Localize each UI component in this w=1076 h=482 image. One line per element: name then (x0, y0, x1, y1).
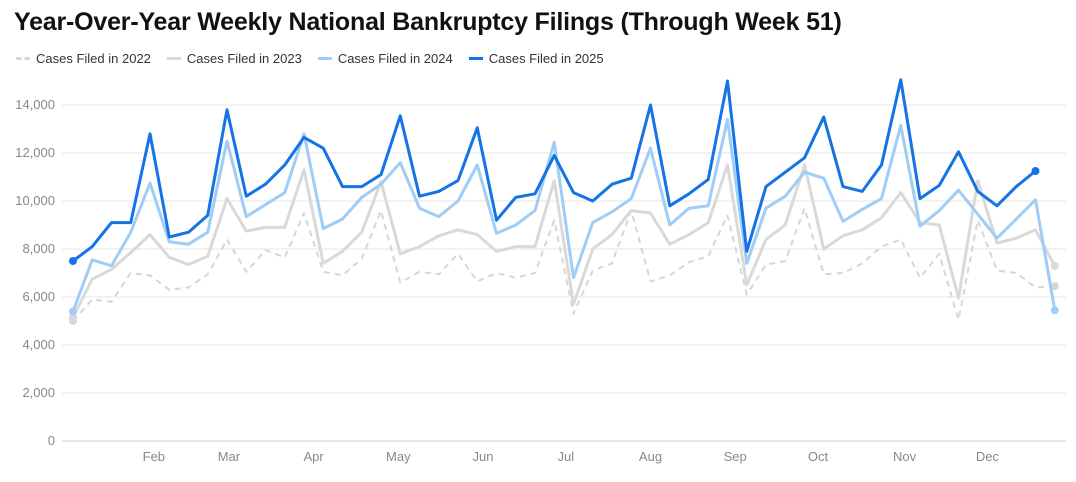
x-tick-label: Mar (218, 449, 241, 464)
legend-label: Cases Filed in 2024 (337, 51, 453, 66)
legend-item[interactable]: Cases Filed in 2022 (16, 51, 151, 66)
x-tick-label: Jul (557, 449, 574, 464)
y-tick-label: 6,000 (22, 289, 55, 304)
x-tick-label: Aug (639, 449, 662, 464)
legend-item[interactable]: Cases Filed in 2023 (166, 51, 302, 66)
x-tick-label: Feb (143, 449, 165, 464)
legend-label: Cases Filed in 2022 (36, 51, 151, 66)
series-start-point (69, 313, 77, 322)
legend-swatch (166, 57, 181, 60)
series-line-2023 (71, 163, 1057, 319)
y-tick-label: 8,000 (22, 241, 55, 256)
legend-label: Cases Filed in 2025 (488, 51, 604, 66)
x-tick-label: Dec (976, 449, 1000, 464)
legend-item[interactable]: Cases Filed in 2024 (317, 51, 453, 66)
y-tick-label: 2,000 (22, 385, 55, 400)
y-tick-label: 12,000 (15, 145, 55, 160)
x-tick-label: Nov (893, 449, 917, 464)
legend-swatch (468, 57, 483, 60)
series-end-point (1050, 306, 1059, 315)
x-tick-label: Sep (724, 449, 747, 464)
legend: Cases Filed in 2022 Cases Filed in 2023 Ca… (16, 51, 604, 66)
series-end-point (1050, 282, 1059, 291)
y-tick-label: 4,000 (22, 337, 55, 352)
series-start-point (69, 307, 77, 316)
x-tick-label: May (386, 449, 411, 464)
series-end-point (1050, 261, 1059, 270)
y-tick-label: 0 (48, 433, 55, 448)
series-end-point (1031, 167, 1040, 175)
legend-swatch (317, 57, 332, 60)
series-line-2024 (71, 117, 1057, 312)
chart-title: Year-Over-Year Weekly National Bankruptc… (14, 8, 842, 36)
x-tick-label: Apr (304, 449, 325, 464)
series-line-2025 (72, 78, 1037, 263)
x-tick-label: Oct (808, 449, 829, 464)
x-tick-label: Jun (473, 449, 494, 464)
legend-swatch (16, 57, 30, 60)
y-tick-label: 10,000 (15, 193, 55, 208)
series-start-point (69, 257, 77, 265)
legend-item[interactable]: Cases Filed in 2025 (468, 51, 604, 66)
legend-label: Cases Filed in 2023 (186, 51, 302, 66)
y-tick-label: 14,000 (15, 97, 55, 112)
series-line-2022 (72, 207, 1055, 322)
